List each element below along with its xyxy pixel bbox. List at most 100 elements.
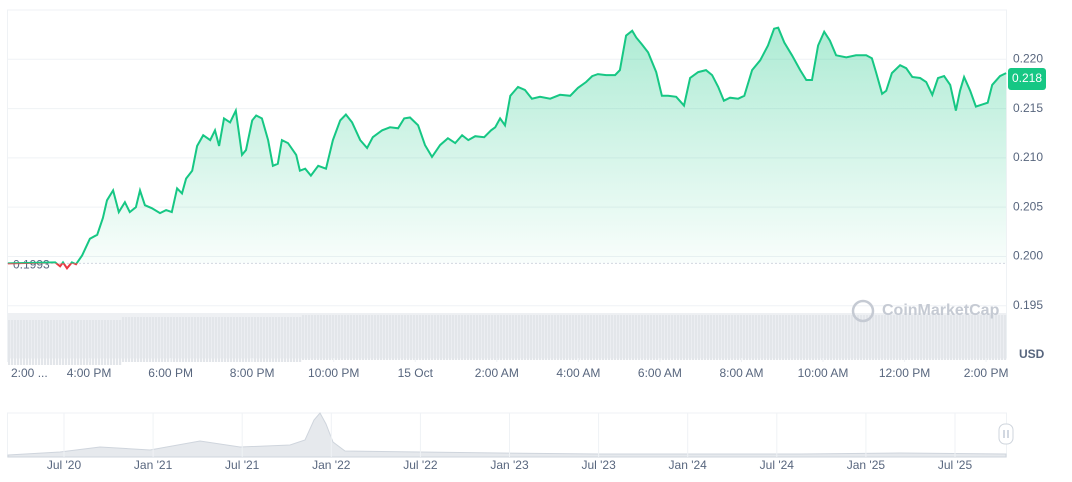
x-tick-label: 6:00 PM [148, 366, 193, 380]
volume-bar [680, 315, 683, 360]
volume-bar [200, 317, 203, 362]
volume-bar [380, 315, 383, 360]
volume-bar [278, 317, 281, 362]
navigator-area [7, 412, 1007, 458]
volume-bar [716, 315, 719, 360]
volume-bar [746, 315, 749, 360]
volume-bar [770, 315, 773, 360]
volume-bar [50, 320, 53, 365]
x-tick-label: 10:00 AM [798, 366, 849, 380]
volume-bar [605, 315, 608, 360]
volume-bar [335, 315, 338, 360]
volume-bar [155, 317, 158, 362]
volume-bar [257, 317, 260, 362]
volume-bar [695, 315, 698, 360]
volume-bar [557, 315, 560, 360]
volume-bar [509, 315, 512, 360]
volume-bar [518, 315, 521, 360]
volume-bar [140, 317, 143, 362]
volume-bar [413, 315, 416, 360]
navigator-label: Jan '23 [490, 458, 529, 472]
volume-bar [221, 317, 224, 362]
volume-bar [671, 315, 674, 360]
price-area [9, 27, 1007, 264]
volume-bar [551, 315, 554, 360]
volume-bar [404, 315, 407, 360]
volume-bar [122, 317, 125, 362]
volume-bar [911, 315, 914, 360]
volume-bar [353, 315, 356, 360]
navigator-handle[interactable] [998, 423, 1014, 445]
volume-bar [170, 317, 173, 362]
volume-bar [35, 320, 38, 365]
baseline-label: 0.1993 [13, 258, 50, 272]
volume-bar [800, 315, 803, 360]
volume-bar [755, 315, 758, 360]
volume-bar [479, 315, 482, 360]
volume-bar [722, 315, 725, 360]
volume-bar [113, 320, 116, 365]
volume-bar [212, 317, 215, 362]
navigator-label: Jul '20 [47, 458, 82, 472]
volume-bar [761, 315, 764, 360]
volume-bar [590, 315, 593, 360]
volume-bar [491, 315, 494, 360]
volume-bar [293, 317, 296, 362]
volume-bar [836, 315, 839, 360]
volume-bar [956, 315, 959, 360]
y-tick-label: 0.205 [1013, 199, 1043, 213]
volume-bar [905, 315, 908, 360]
volume-bar [500, 315, 503, 360]
area [7, 27, 1007, 264]
volume-bar [95, 320, 98, 365]
volume-bar [635, 315, 638, 360]
volume-bar [980, 315, 983, 360]
volume-bar [560, 315, 563, 360]
volume-bar [839, 315, 842, 360]
volume-bar [164, 317, 167, 362]
volume-bar [752, 315, 755, 360]
volume-bar [968, 315, 971, 360]
volume-bar [188, 317, 191, 362]
volume-bar [482, 315, 485, 360]
volume-bar [83, 320, 86, 365]
volume-bar [593, 315, 596, 360]
volume-bar [566, 315, 569, 360]
volume-bar [515, 315, 518, 360]
volume-bar [692, 315, 695, 360]
volume-bar [323, 315, 326, 360]
volume-bar [599, 315, 602, 360]
volume-bar [779, 315, 782, 360]
volume-bar [659, 315, 662, 360]
volume-bar [131, 317, 134, 362]
volume-bar [377, 315, 380, 360]
volume-bar [1004, 315, 1007, 360]
volume-bar [638, 315, 641, 360]
volume-bar [944, 315, 947, 360]
volume-bar [713, 315, 716, 360]
volume-bars [8, 315, 1007, 365]
volume-bar [890, 315, 893, 360]
volume-bar [14, 320, 17, 365]
volume-bar [719, 315, 722, 360]
volume-bar [848, 315, 851, 360]
volume-bar [125, 317, 128, 362]
volume-bar [974, 315, 977, 360]
volume-bar [614, 315, 617, 360]
volume-bar [239, 317, 242, 362]
volume-bar [512, 315, 515, 360]
x-tick-label: 8:00 AM [719, 366, 763, 380]
price-tag [1008, 68, 1046, 91]
volume-bar [296, 317, 299, 362]
volume-bar [992, 315, 995, 360]
volume-bar [845, 315, 848, 360]
volume-bar [881, 315, 884, 360]
volume-bar [41, 320, 44, 365]
volume-bar [206, 317, 209, 362]
volume-bar [923, 315, 926, 360]
volume-bar [44, 320, 47, 365]
x-tick-label: 15 Oct [398, 366, 434, 380]
volume-bar [395, 315, 398, 360]
volume-bar [383, 315, 386, 360]
y-tick-label: 0.215 [1013, 101, 1043, 115]
